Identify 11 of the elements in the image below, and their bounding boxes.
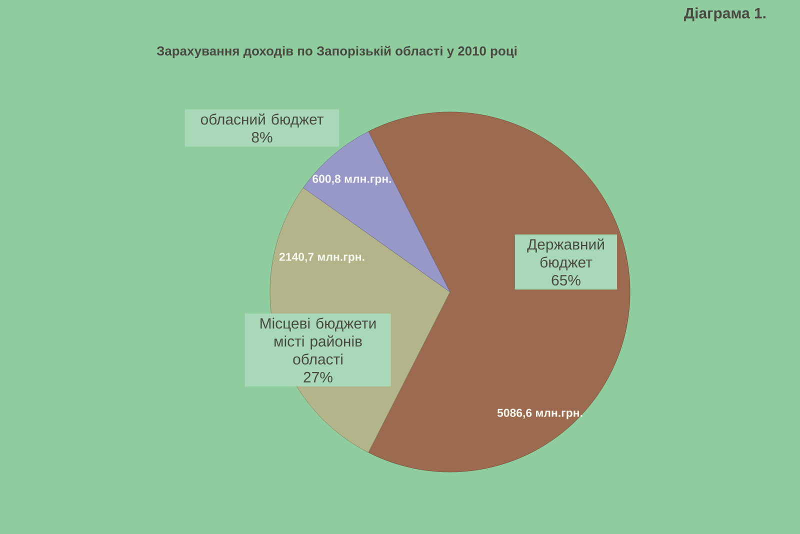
data-label: 600,8 млн.грн. [312,174,391,186]
slice-label: обласний бюджет [200,113,324,128]
chart-title: Зарахування доходів по Запорізькій області у 2010 році [156,46,517,58]
text: 27% [304,372,332,382]
slice-label: Державний бюджет [527,238,604,270]
slice-label: Місцеві бюджети місті районів області [260,318,376,365]
text: 65% [552,274,580,286]
text: Діаграма 1. [684,8,766,22]
text: 8% [252,132,272,143]
data-label: 5086,6 млн.грн. [497,408,582,420]
data-label: 2140,7 млн.грн. [279,252,364,264]
